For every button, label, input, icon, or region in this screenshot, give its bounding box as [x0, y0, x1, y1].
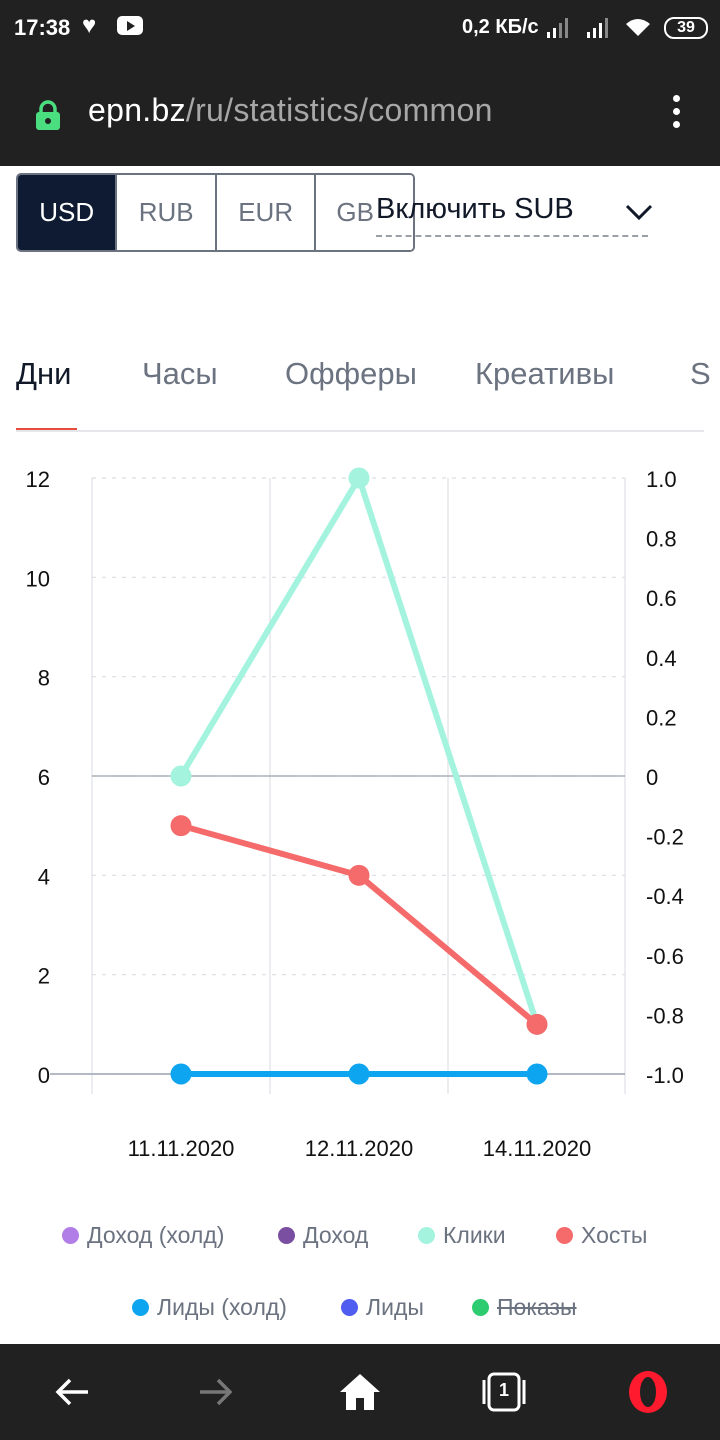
data-point: [526, 1013, 548, 1035]
stats-tabs: Дни Часы Офферы Креативы S: [0, 340, 720, 432]
statistics-chart: 0 2 4 6 8 10 12 -1.0 -0.8 -0.6 -0.4 -0.2 0 0.2 0.4 0.6 0…: [0, 440, 720, 1180]
sub-toggle-dropdown[interactable]: Включить SUB: [376, 193, 653, 237]
x-tick-label: 14.11.2020: [483, 1136, 591, 1161]
signal-icon: [547, 18, 568, 38]
y-left-tick-label: 10: [26, 566, 50, 591]
browser-nav-bar: 1: [0, 1344, 720, 1440]
back-arrow-icon[interactable]: [48, 1368, 96, 1416]
data-point: [170, 1063, 192, 1085]
active-tab-indicator: [16, 428, 77, 431]
tab-sub[interactable]: S: [690, 356, 711, 391]
youtube-icon: [117, 16, 143, 35]
currency-selector: USD RUB EUR GB: [16, 173, 415, 252]
data-point: [170, 765, 192, 787]
wifi-icon: [626, 19, 650, 36]
legend-dot: [278, 1227, 295, 1244]
legend-item-hosts[interactable]: Хосты: [556, 1222, 647, 1249]
data-point: [526, 1063, 548, 1085]
y-left-tick-label: 4: [38, 864, 50, 889]
legend-item-income-hold[interactable]: Доход (холд): [62, 1222, 224, 1249]
line-chart: 0 2 4 6 8 10 12 -1.0 -0.8 -0.6 -0.4 -0.2 0 0.2 0.4 0.6 0…: [26, 467, 684, 1161]
data-point: [170, 815, 192, 837]
legend-dot: [132, 1299, 149, 1316]
tabs-switcher-button[interactable]: 1: [480, 1368, 528, 1416]
y-right-tick-label: -1.0: [646, 1063, 684, 1088]
x-tick-label: 12.11.2020: [305, 1136, 413, 1161]
data-point: [348, 467, 370, 489]
tab-creatives[interactable]: Креативы: [475, 356, 615, 391]
y-right-tick-label: -0.6: [646, 944, 684, 969]
legend-dot: [62, 1227, 79, 1244]
y-left-tick-label: 0: [38, 1063, 50, 1088]
legend-dot: [472, 1299, 489, 1316]
status-time: 17:38: [14, 15, 71, 40]
heart-icon: ♥: [82, 12, 97, 39]
status-bar: 17:38 ♥ 0,2 КБ/с 39: [0, 0, 720, 56]
currency-usd[interactable]: USD: [18, 175, 118, 250]
lock-icon: [36, 100, 60, 130]
y-left-tick-label: 12: [26, 467, 50, 492]
home-icon[interactable]: [336, 1368, 384, 1416]
tabs-icon: [482, 1372, 526, 1412]
y-right-tick-label: -0.8: [646, 1003, 684, 1028]
forward-arrow-icon[interactable]: [192, 1368, 240, 1416]
y-left-tick-label: 2: [38, 964, 50, 989]
legend-item-income[interactable]: Доход: [278, 1222, 368, 1249]
data-point: [348, 864, 370, 886]
y-right-tick-label: 0.2: [646, 705, 677, 730]
tab-count: 1: [498, 1380, 509, 1400]
y-right-tick-label: 0.4: [646, 646, 677, 671]
y-right-tick-label: 0.8: [646, 527, 677, 552]
url-path: /ru/statistics/common: [185, 92, 493, 128]
data-point: [348, 1063, 370, 1085]
currency-eur[interactable]: EUR: [216, 175, 317, 250]
battery-indicator: 39: [664, 17, 708, 39]
address-bar[interactable]: epn.bz/ru/statistics/common: [88, 92, 493, 129]
currency-rub[interactable]: RUB: [117, 175, 217, 250]
y-right-tick-label: 1.0: [646, 467, 677, 492]
y-right-tick-label: -0.2: [646, 825, 684, 850]
chevron-down-icon: [625, 204, 653, 221]
legend-item-leads[interactable]: Лиды: [341, 1294, 424, 1321]
tab-offers[interactable]: Офферы: [285, 356, 417, 391]
x-tick-label: 11.11.2020: [128, 1136, 235, 1161]
legend-dot: [341, 1299, 358, 1316]
y-right-tick-label: -0.4: [646, 884, 684, 909]
series-line: [178, 475, 540, 1026]
y-right-tick-label: 0.6: [646, 586, 677, 611]
y-left-tick-label: 8: [38, 666, 50, 691]
tab-hours[interactable]: Часы: [142, 356, 218, 391]
opera-logo-icon[interactable]: [624, 1368, 672, 1416]
legend-item-leads-hold[interactable]: Лиды (холд): [132, 1294, 287, 1321]
legend-dot: [556, 1227, 573, 1244]
signal-icon-2: [587, 18, 608, 38]
y-left-tick-label: 6: [38, 765, 50, 790]
chart-legend: Доход (холд) Доход Клики Хосты Лиды (хол…: [0, 1200, 720, 1340]
legend-item-impressions[interactable]: Показы: [472, 1294, 577, 1321]
browser-toolbar: [0, 56, 720, 166]
legend-item-clicks[interactable]: Клики: [418, 1222, 506, 1249]
currency-gbp[interactable]: GB: [316, 175, 413, 250]
y-right-tick-label: 0: [646, 765, 658, 790]
tab-days[interactable]: Дни: [16, 356, 72, 391]
url-host: epn.bz: [88, 92, 186, 128]
network-speed: 0,2 КБ/с: [462, 16, 539, 38]
legend-dot: [418, 1227, 435, 1244]
sub-toggle-label: Включить SUB: [376, 193, 574, 225]
browser-menu-icon[interactable]: [664, 92, 688, 132]
tabs-divider: [16, 430, 704, 432]
